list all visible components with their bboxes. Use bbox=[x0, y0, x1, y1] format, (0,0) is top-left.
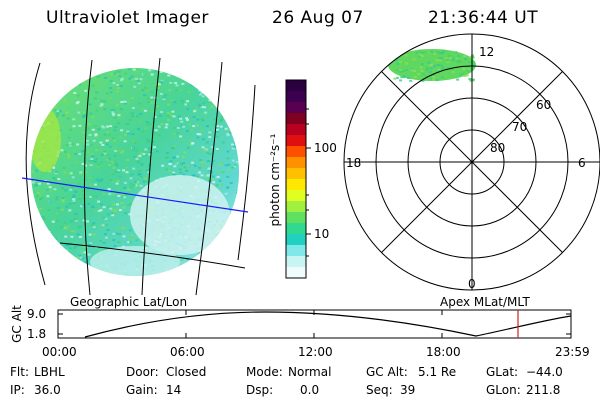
geographic-grid bbox=[25, 57, 256, 296]
colorbar-segment bbox=[286, 179, 306, 191]
dsp-value: 0.0 bbox=[300, 383, 320, 397]
dsp-label: Dsp: bbox=[246, 383, 274, 397]
flt-value: LBHL bbox=[34, 365, 65, 379]
altitude-x-tick-label: 06:00 bbox=[170, 345, 205, 359]
meridian-line bbox=[141, 57, 161, 296]
altitude-curve bbox=[84, 311, 572, 338]
colorbar-segment bbox=[286, 212, 306, 224]
instrument-title: Ultraviolet Imager bbox=[46, 8, 209, 28]
earth-disk-image bbox=[31, 68, 239, 276]
image-date: 26 Aug 07 bbox=[272, 8, 364, 28]
colorbar-segment bbox=[286, 91, 306, 103]
mlt-label-12: 12 bbox=[479, 45, 495, 59]
gc-alt-value: 5.1 Re bbox=[418, 365, 457, 379]
glat-value: −44.0 bbox=[526, 365, 563, 379]
polar-plot bbox=[343, 33, 600, 291]
colorbar-segment bbox=[286, 102, 306, 114]
colorbar-ticks bbox=[306, 108, 311, 257]
meridian-line bbox=[237, 84, 256, 261]
colorbar-segment bbox=[286, 234, 306, 246]
mode-label: Mode: bbox=[246, 365, 283, 379]
mlt-label-6: 6 bbox=[578, 156, 586, 170]
polar-diagonal bbox=[381, 71, 563, 253]
disk-bright-regions bbox=[31, 108, 230, 276]
polar-image-fragment bbox=[388, 49, 476, 82]
colorbar-frame bbox=[285, 79, 307, 279]
colorbar-tick-label-100: 100 bbox=[314, 141, 337, 155]
colorbar-segment bbox=[286, 267, 306, 279]
door-value: Closed bbox=[166, 365, 207, 379]
image-time: 21:36:44 UT bbox=[428, 8, 539, 28]
flt-label: Flt: bbox=[10, 365, 29, 379]
door-label: Door: bbox=[126, 365, 159, 379]
colorbar-unit-label: photon cm⁻²s⁻¹ bbox=[268, 133, 282, 227]
colorbar bbox=[286, 80, 306, 279]
meridian-line bbox=[195, 61, 223, 296]
seq-value: 39 bbox=[400, 383, 416, 397]
gc-alt-label: GC Alt: bbox=[366, 365, 408, 379]
lat-label-80: 80 bbox=[490, 141, 506, 155]
mlt-label-18: 18 bbox=[346, 156, 362, 170]
colorbar-segment bbox=[286, 113, 306, 125]
altitude-y-tick-label: 9.0 bbox=[27, 307, 47, 321]
parallel-line bbox=[59, 242, 246, 269]
geographic-panel-label: Geographic Lat/Lon bbox=[70, 295, 188, 309]
colorbar-segment bbox=[286, 124, 306, 136]
lat-label-70: 70 bbox=[512, 120, 528, 134]
glon-value: 211.8 bbox=[526, 383, 561, 397]
colorbar-segment bbox=[286, 245, 306, 257]
lat-label-60: 60 bbox=[536, 98, 552, 112]
altitude-axis-label: GC Alt bbox=[10, 305, 24, 343]
colorbar-segment bbox=[286, 157, 306, 169]
altitude-x-tick-label: 18:00 bbox=[426, 345, 461, 359]
altitude-x-tick-label: 23:59 bbox=[555, 345, 590, 359]
altitude-x-tick-label: 12:00 bbox=[298, 345, 333, 359]
mlt-label-0: 0 bbox=[468, 277, 476, 291]
colorbar-segment bbox=[286, 201, 306, 213]
gain-value: 14 bbox=[166, 383, 182, 397]
apex-panel-label: Apex MLat/MLT bbox=[440, 295, 530, 309]
colorbar-segment bbox=[286, 146, 306, 158]
altitude-x-tick-label: 00:00 bbox=[42, 345, 77, 359]
meridian-line bbox=[25, 62, 46, 286]
meridian-line bbox=[83, 59, 93, 296]
ip-label: IP: bbox=[10, 383, 25, 397]
colorbar-segment bbox=[286, 168, 306, 180]
seq-label: Seq: bbox=[366, 383, 393, 397]
altitude-y-tick-label: 1.8 bbox=[27, 327, 47, 341]
mode-value: Normal bbox=[288, 365, 332, 379]
colorbar-segment bbox=[286, 135, 306, 147]
altitude-x-ticks bbox=[185, 310, 443, 338]
glon-label: GLon: bbox=[486, 383, 521, 397]
colorbar-tick-label-10: 10 bbox=[314, 227, 330, 241]
glat-label: GLat: bbox=[486, 365, 519, 379]
terminator-line bbox=[21, 177, 249, 213]
colorbar-segment bbox=[286, 223, 306, 235]
colorbar-segment bbox=[286, 80, 306, 92]
colorbar-segment bbox=[286, 256, 306, 268]
altitude-plot bbox=[57, 309, 572, 339]
ip-value: 36.0 bbox=[34, 383, 61, 397]
altitude-y-ticks bbox=[58, 313, 571, 335]
gain-label: Gain: bbox=[126, 383, 158, 397]
colorbar-segment bbox=[286, 190, 306, 202]
